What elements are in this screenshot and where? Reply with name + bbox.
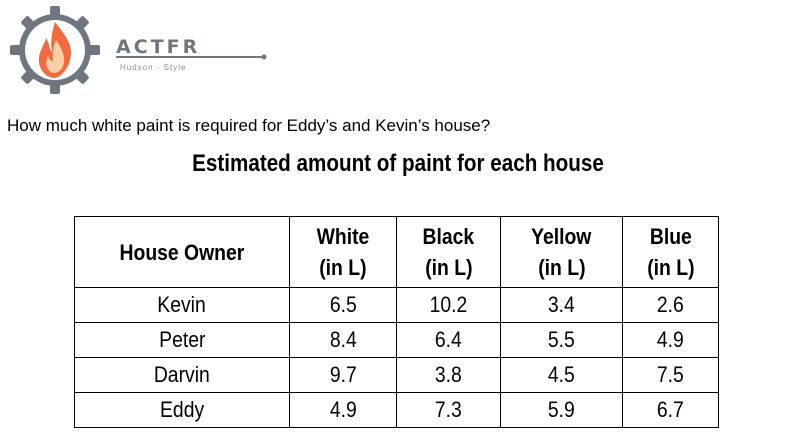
black-value: 6.4 — [435, 327, 462, 352]
logo: ACTFR Hudson · Style — [8, 6, 268, 98]
owner-cell: Peter — [74, 322, 290, 358]
header-label: Black — [422, 224, 475, 249]
yellow-value: 5.9 — [548, 397, 576, 422]
blue-cell: 6.7 — [622, 392, 719, 428]
table-row: Eddy 4.9 7.3 5.9 6.7 — [74, 392, 719, 428]
owner-cell: Eddy — [74, 392, 290, 428]
header-unit: (in L) — [319, 255, 367, 280]
table-title: Estimated amount of paint for each house — [192, 150, 604, 177]
header-label: Blue — [649, 224, 692, 249]
blue-value: 2.6 — [657, 292, 684, 317]
white-cell: 8.4 — [289, 322, 397, 358]
header-label: House Owner — [119, 239, 245, 265]
gear-flame-icon — [10, 6, 267, 94]
owner-name: Kevin — [157, 292, 207, 317]
header-house-owner: House Owner — [74, 216, 290, 288]
table-row: Kevin 6.5 10.2 3.4 2.6 — [74, 287, 719, 323]
black-value: 3.8 — [435, 362, 462, 387]
black-value: 7.3 — [435, 397, 462, 422]
black-cell: 10.2 — [395, 287, 502, 323]
yellow-value: 5.5 — [548, 327, 576, 352]
header-unit: (in L) — [424, 255, 473, 280]
brand-tagline: Hudson · Style — [120, 63, 187, 72]
header-label: Yellow — [531, 224, 592, 249]
owner-name: Darvin — [154, 362, 210, 387]
table-row: Darvin 9.7 3.8 4.5 7.5 — [74, 357, 719, 393]
header-white: White (in L) — [289, 216, 397, 288]
white-value: 8.4 — [329, 327, 357, 352]
white-value: 6.5 — [329, 292, 357, 317]
black-cell: 3.8 — [395, 357, 502, 393]
yellow-cell: 3.4 — [500, 287, 624, 323]
blue-value: 6.7 — [657, 397, 684, 422]
question-text: How much white paint is required for Edd… — [7, 116, 491, 135]
paint-table: House Owner White (in L) Black (in L) Ye… — [74, 216, 719, 428]
white-cell: 6.5 — [289, 287, 397, 323]
header-blue: Blue (in L) — [622, 216, 719, 288]
white-value: 4.9 — [329, 397, 357, 422]
yellow-value: 4.5 — [548, 362, 576, 387]
white-cell: 4.9 — [289, 392, 397, 428]
header-label: White — [316, 224, 370, 249]
brand-name: ACTFR — [116, 36, 201, 58]
header-yellow: Yellow (in L) — [500, 216, 624, 288]
header-unit: (in L) — [646, 255, 695, 280]
yellow-value: 3.4 — [548, 292, 576, 317]
white-cell: 9.7 — [289, 357, 397, 393]
owner-name: Peter — [158, 327, 206, 352]
blue-value: 7.5 — [657, 362, 684, 387]
blue-cell: 4.9 — [622, 322, 719, 358]
black-cell: 7.3 — [395, 392, 502, 428]
yellow-cell: 5.5 — [500, 322, 624, 358]
white-value: 9.7 — [329, 362, 357, 387]
blue-cell: 2.6 — [622, 287, 719, 323]
owner-cell: Darvin — [74, 357, 290, 393]
yellow-cell: 4.5 — [500, 357, 624, 393]
header-black: Black (in L) — [395, 216, 502, 288]
yellow-cell: 5.9 — [500, 392, 624, 428]
owner-name: Eddy — [159, 397, 205, 422]
black-cell: 6.4 — [395, 322, 502, 358]
owner-cell: Kevin — [74, 287, 290, 323]
blue-value: 4.9 — [657, 327, 684, 352]
blue-cell: 7.5 — [622, 357, 719, 393]
black-value: 10.2 — [429, 292, 468, 317]
table-header-row: House Owner White (in L) Black (in L) Ye… — [74, 216, 719, 288]
table-row: Peter 8.4 6.4 5.5 4.9 — [74, 322, 719, 358]
header-unit: (in L) — [538, 255, 586, 280]
